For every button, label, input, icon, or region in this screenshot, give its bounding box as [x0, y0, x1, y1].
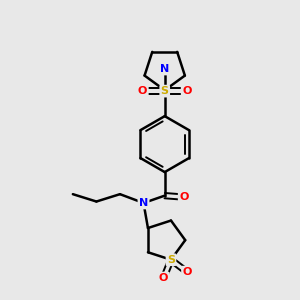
- Text: O: O: [182, 86, 191, 96]
- Text: N: N: [160, 64, 169, 74]
- Text: O: O: [179, 192, 188, 202]
- Text: O: O: [182, 267, 192, 277]
- Text: N: N: [139, 198, 148, 208]
- Text: S: S: [161, 86, 169, 96]
- Text: O: O: [159, 273, 168, 283]
- Text: S: S: [167, 255, 175, 265]
- Text: O: O: [138, 86, 147, 96]
